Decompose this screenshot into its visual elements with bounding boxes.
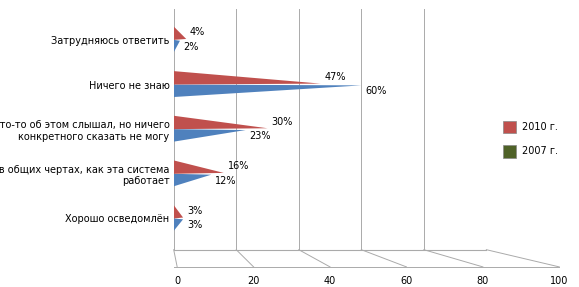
Text: 60%: 60% [365,86,386,96]
Bar [503,145,516,158]
Text: 2010 г.: 2010 г. [522,122,558,132]
Polygon shape [174,174,211,186]
Text: 100: 100 [550,276,569,286]
Text: 12%: 12% [215,176,236,186]
Polygon shape [174,116,267,129]
Text: 80: 80 [477,276,489,286]
Polygon shape [174,84,361,97]
Text: 60: 60 [400,276,413,286]
Text: 2007 г.: 2007 г. [522,146,558,156]
Text: 2%: 2% [184,42,199,52]
Text: 16%: 16% [228,161,249,171]
Text: 3%: 3% [187,206,202,216]
Polygon shape [174,218,183,231]
Text: 3%: 3% [187,220,202,230]
Text: 23%: 23% [250,131,271,141]
Text: 20: 20 [247,276,260,286]
Polygon shape [174,160,223,174]
Text: 47%: 47% [324,72,346,82]
Polygon shape [174,40,180,52]
Text: 40: 40 [324,276,336,286]
Polygon shape [174,129,245,142]
Polygon shape [174,205,183,218]
Text: 30%: 30% [271,117,292,127]
Polygon shape [174,26,186,40]
Text: 4%: 4% [190,28,205,38]
Polygon shape [174,71,321,84]
Bar [503,121,516,133]
Text: 0: 0 [174,276,180,286]
